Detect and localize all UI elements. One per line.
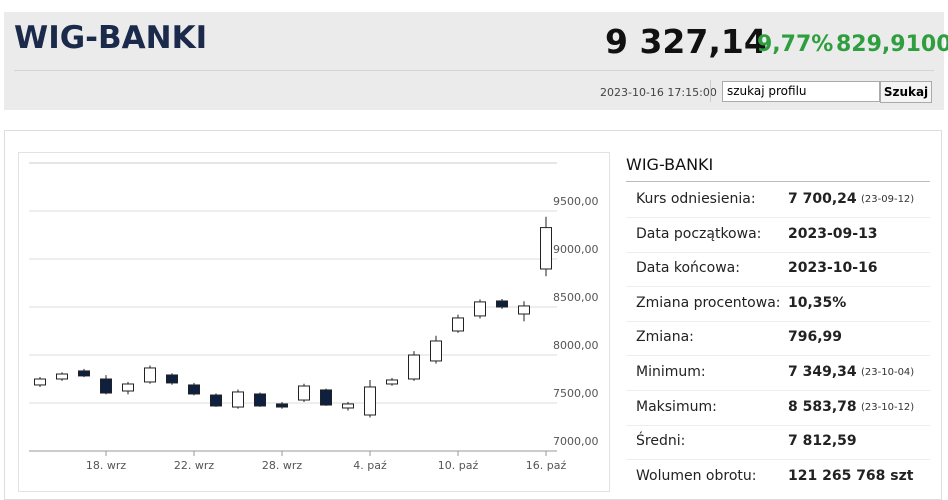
candle-body	[408, 354, 420, 380]
index-title: WIG-BANKI	[14, 20, 208, 56]
y-tick-label: 8500,00	[553, 291, 599, 304]
stat-value: 796,99	[788, 329, 843, 346]
stat-label: Zmiana:	[636, 329, 694, 346]
row-separator	[626, 390, 930, 391]
y-tick-label: 7000,00	[553, 435, 599, 448]
stat-note: (23-09-12)	[861, 194, 915, 205]
candle-body	[430, 340, 442, 362]
stats-title: WIG-BANKI	[626, 155, 714, 174]
change-pct: 9,77%	[757, 32, 834, 57]
stat-value: 121 265 768 szt	[788, 467, 914, 484]
stat-note: (23-10-04)	[861, 367, 915, 378]
stat-value: 7 349,34	[788, 364, 857, 380]
candle-body	[34, 378, 46, 386]
stat-label: Kurs odniesienia:	[636, 191, 756, 207]
stat-label: Minimum:	[636, 364, 706, 380]
candle-body	[342, 403, 354, 409]
candle-body	[474, 301, 486, 317]
separator	[14, 70, 934, 71]
candle-body	[452, 317, 464, 332]
candle-body	[188, 384, 200, 395]
candle-body	[386, 379, 398, 385]
stat-value: 10,35%	[788, 294, 847, 311]
candle-body	[276, 403, 288, 408]
x-tick-label: 22. wrz	[174, 459, 215, 472]
row-separator	[626, 459, 930, 461]
row-separator	[626, 217, 930, 218]
stat-note: (23-10-12)	[861, 401, 915, 413]
y-tick-label: 9000,00	[553, 243, 599, 256]
candle-body	[364, 386, 376, 416]
candle-body	[100, 378, 112, 394]
x-tick-label: 10. paź	[438, 459, 479, 472]
stat-value: 2023-10-16	[788, 260, 878, 277]
candle-body	[144, 367, 156, 383]
candle-body	[320, 389, 332, 406]
chart: 7000,00 7500,00 8000,00 8500,00 9000,00 9500,…	[29, 162, 599, 472]
y-tick-label: 8000,00	[553, 339, 599, 352]
change: 829,9100	[836, 32, 948, 57]
timestamp: 2023-10-16 17:15:00	[600, 86, 717, 99]
y-tick-label: 7500,00	[553, 387, 599, 400]
search-button[interactable]: Szukaj	[880, 81, 932, 103]
separator	[626, 181, 930, 182]
stat-label: Wolumen obrotu:	[636, 467, 757, 484]
stat-label: Maksimum:	[636, 398, 717, 415]
x-tick-label: 4. paź	[353, 459, 387, 472]
x-tick-label: 16. paź	[526, 459, 567, 472]
y-tick-label: 9500,00	[553, 195, 599, 208]
price: 9 327,14	[605, 22, 767, 61]
candle-body	[254, 393, 266, 407]
candle-body	[122, 383, 134, 392]
candle-body	[298, 385, 310, 401]
candle-body	[540, 227, 552, 270]
candle-body	[518, 305, 530, 315]
candle-body	[56, 373, 68, 380]
row-separator	[626, 424, 930, 426]
candle-body	[496, 300, 508, 308]
stat-value: 7 700,24	[788, 191, 857, 207]
row-separator	[626, 355, 930, 357]
separator	[710, 80, 711, 102]
search-input[interactable]: szukaj profilu	[722, 81, 880, 102]
stat-value: 7 812,59	[788, 433, 857, 450]
row-separator	[626, 320, 930, 322]
candle-body	[78, 370, 90, 377]
candle-body	[210, 394, 222, 407]
stat-label: Zmiana procentowa:	[636, 294, 781, 311]
x-tick-label: 18. wrz	[86, 459, 127, 472]
row-separator	[626, 286, 930, 288]
stat-label: Data końcowa:	[636, 260, 740, 277]
stat-value: 2023-09-13	[788, 225, 878, 242]
candle-body	[232, 391, 244, 408]
candle-body	[166, 374, 178, 384]
stat-label: Średni:	[636, 433, 686, 450]
stat-value: 8 583,78	[788, 398, 857, 415]
x-tick-label: 28. wrz	[262, 459, 303, 472]
chart-box: 7000,00 7500,00 8000,00 8500,00 9000,00 9500,…	[18, 152, 610, 492]
stat-label: Data początkowa:	[636, 225, 762, 242]
row-separator	[626, 251, 930, 253]
